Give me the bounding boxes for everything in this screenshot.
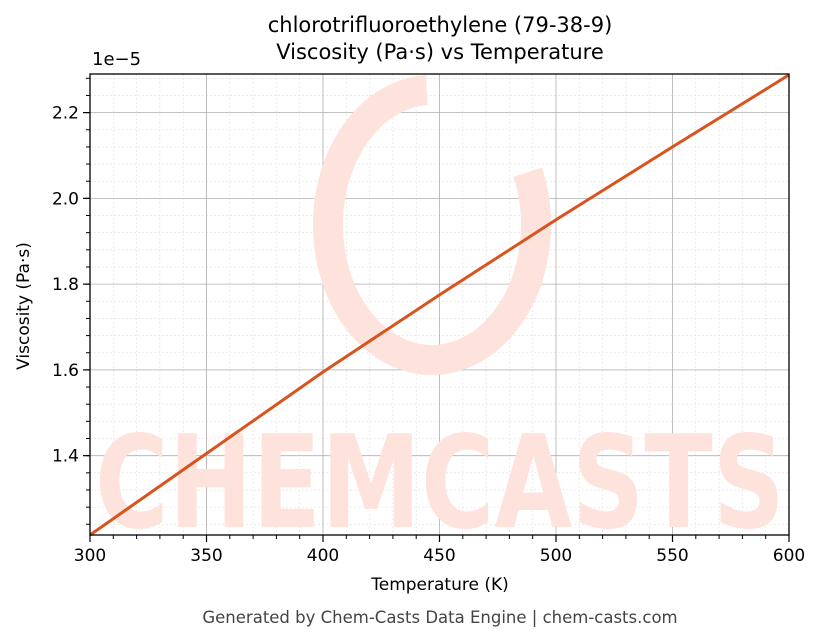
x-tick-label: 500 [540, 546, 572, 566]
footer-credit: Generated by Chem-Casts Data Engine | ch… [202, 608, 678, 627]
watermark-text: CHEMCASTS [95, 409, 785, 558]
x-tick-label: 600 [773, 546, 805, 566]
x-tick-label: 350 [190, 546, 222, 566]
chart-title: chlorotrifluoroethylene (79-38-9) [267, 13, 613, 37]
y-axis-offset-label: 1e−5 [92, 49, 142, 70]
y-tick-label: 2.2 [52, 104, 79, 124]
watermark-logo: CHEMCASTS [95, 75, 785, 558]
series-layer [89, 73, 790, 537]
x-tick-label: 550 [656, 546, 688, 566]
x-tick-label: 400 [307, 546, 339, 566]
watermark-ring [313, 75, 551, 375]
y-tick-label: 1.8 [52, 275, 79, 295]
x-tick-label: 300 [74, 546, 106, 566]
x-tick-label: 450 [423, 546, 455, 566]
y-tick-label: 1.4 [52, 447, 79, 467]
series-line [89, 73, 790, 537]
axis-ticks: 300 350 400 450 500 550 600 1.4 1.6 1.8 2.0 2.2 [52, 77, 805, 566]
y-tick-label: 1.6 [52, 361, 79, 381]
chart-subtitle: Viscosity (Pa·s) vs Temperature [276, 40, 604, 64]
y-tick-label: 2.0 [52, 189, 79, 209]
x-axis-label: Temperature (K) [371, 575, 509, 595]
